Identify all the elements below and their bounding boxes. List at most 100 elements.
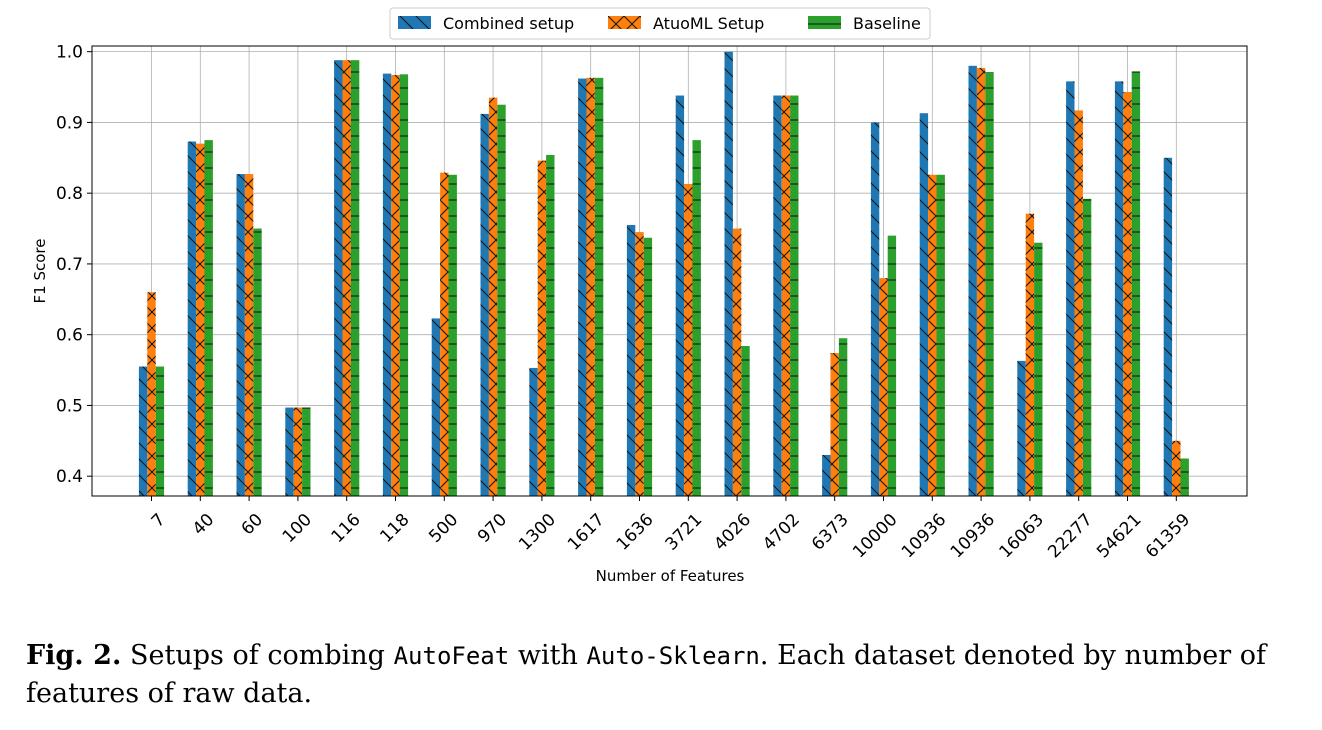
x-tick-label: 116 <box>328 510 365 547</box>
bar-baseline <box>1180 458 1189 496</box>
x-axis-ticks: 7 40 60 100 116 118 500 970 1300 1617 1636 3721 4026… <box>148 496 1194 562</box>
bar-combined-setup <box>1114 81 1124 497</box>
x-tick-label: 10936 <box>898 510 950 562</box>
legend-label: AtuoML Setup <box>653 14 764 33</box>
bar-baseline <box>302 407 311 496</box>
y-tick-label: 1.0 <box>56 43 83 63</box>
bar-atuoml-setup <box>830 353 839 496</box>
x-tick-label: 54621 <box>1093 510 1145 562</box>
bar-atuoml-setup <box>488 97 498 496</box>
bar-atuoml-setup <box>391 75 400 497</box>
x-tick-label: 118 <box>376 510 413 547</box>
bar-combined-setup <box>1017 360 1026 496</box>
plot-frame <box>91 45 1248 497</box>
bar-combined-setup <box>187 141 197 497</box>
bar-atuoml-setup <box>147 292 156 496</box>
bar-atuoml-setup <box>196 143 205 496</box>
y-axis-label: F1 Score <box>31 239 49 304</box>
bar-atuoml-setup <box>879 278 888 496</box>
legend: Combined setup AtuoML Setup Baseline <box>389 7 931 40</box>
bar-combined-setup <box>968 65 977 497</box>
x-tick-label: 4702 <box>759 510 804 555</box>
bar-combined-setup <box>480 113 489 496</box>
bar-baseline <box>594 77 604 496</box>
y-tick-label: 0.7 <box>56 255 83 275</box>
bar-baseline <box>204 140 213 497</box>
bar-atuoml-setup <box>976 67 986 496</box>
bar-combined-setup <box>138 366 148 496</box>
bar-baseline <box>253 228 262 496</box>
x-tick-label: 3721 <box>662 510 707 555</box>
y-tick-label: 0.4 <box>56 467 83 487</box>
bar-baseline <box>1082 198 1092 496</box>
y-axis-ticks: 0.4 0.5 0.6 0.7 0.8 0.9 1.0 <box>56 43 92 487</box>
bar-combined-setup <box>1163 157 1173 496</box>
bar-combined-setup <box>382 73 392 497</box>
bar-baseline <box>399 74 409 497</box>
legend-swatch <box>398 16 431 29</box>
bar-atuoml-setup <box>1074 110 1083 497</box>
bar-atuoml-setup <box>293 407 303 496</box>
x-tick-label: 1617 <box>564 510 609 555</box>
x-tick-label: 22277 <box>1044 510 1096 562</box>
bar-atuoml-setup <box>1172 440 1181 496</box>
legend-label: Combined setup <box>443 14 574 33</box>
caption-code-autofeat: AutoFeat <box>393 642 510 670</box>
bar-combined-setup <box>870 122 880 496</box>
bar-baseline <box>1034 242 1043 496</box>
x-tick-label: 40 <box>189 510 218 539</box>
caption-label: Fig. 2. <box>26 640 122 671</box>
caption-text-2: with <box>509 640 587 671</box>
bar-baseline <box>643 237 653 496</box>
bar-combined-setup <box>578 78 587 496</box>
bar-baseline <box>1131 71 1141 497</box>
bar-combined-setup <box>236 174 245 496</box>
bar-baseline <box>448 174 457 496</box>
caption-code-autosklearn: Auto-Sklearn <box>586 642 760 670</box>
bar-combined-setup <box>773 95 782 496</box>
caption-text-3: . Each dataset denoted by number of feat… <box>26 640 1266 709</box>
y-tick-label: 0.9 <box>56 113 83 133</box>
caption-text-1: Setups of combing <box>121 640 394 671</box>
bar-atuoml-setup <box>342 60 351 497</box>
bar-combined-setup <box>529 367 538 496</box>
bar-combined-setup <box>1066 81 1075 497</box>
bar-baseline <box>887 235 897 497</box>
bar-baseline <box>790 95 799 496</box>
bar-combined-setup <box>724 51 733 497</box>
bar-atuoml-setup <box>928 174 937 496</box>
bar-baseline <box>741 346 750 496</box>
bar-atuoml-setup <box>440 172 449 496</box>
bar-combined-setup <box>675 95 685 496</box>
y-tick-label: 0.8 <box>56 184 83 204</box>
bar-baseline <box>838 338 848 496</box>
x-tick-label: 10000 <box>849 510 901 562</box>
bar-combined-setup <box>626 225 636 496</box>
legend-box <box>389 7 931 40</box>
x-tick-label: 1300 <box>515 510 560 555</box>
bar-atuoml-setup <box>635 232 644 496</box>
x-tick-label: 100 <box>279 510 316 547</box>
x-tick-label: 6373 <box>808 510 853 555</box>
bar-atuoml-setup <box>732 228 742 496</box>
y-tick-label: 0.6 <box>56 326 83 346</box>
x-tick-label: 970 <box>474 510 511 547</box>
bar-chart: 0.4 0.5 0.6 0.7 0.8 0.9 1.0 7 40 60 100 116 118 500 9… <box>31 7 1248 585</box>
bar-baseline <box>985 72 994 496</box>
bar-baseline <box>497 104 506 497</box>
bar-atuoml-setup <box>537 160 547 497</box>
x-tick-label: 4026 <box>710 510 755 555</box>
figure-caption: Fig. 2. Setups of combing AutoFeat with … <box>26 637 1266 713</box>
x-tick-label: 60 <box>238 510 267 539</box>
x-tick-label: 1636 <box>613 510 658 555</box>
x-tick-label: 500 <box>425 510 462 547</box>
bar-combined-setup <box>334 60 343 497</box>
bar-atuoml-setup <box>586 77 595 496</box>
bar-atuoml-setup <box>684 183 693 497</box>
x-axis-label: Number of Features <box>596 567 745 585</box>
legend-swatch <box>608 16 641 29</box>
bar-atuoml-setup <box>781 95 791 496</box>
bars <box>138 51 1189 497</box>
bar-baseline <box>692 140 701 497</box>
bar-atuoml-setup <box>1123 91 1132 496</box>
